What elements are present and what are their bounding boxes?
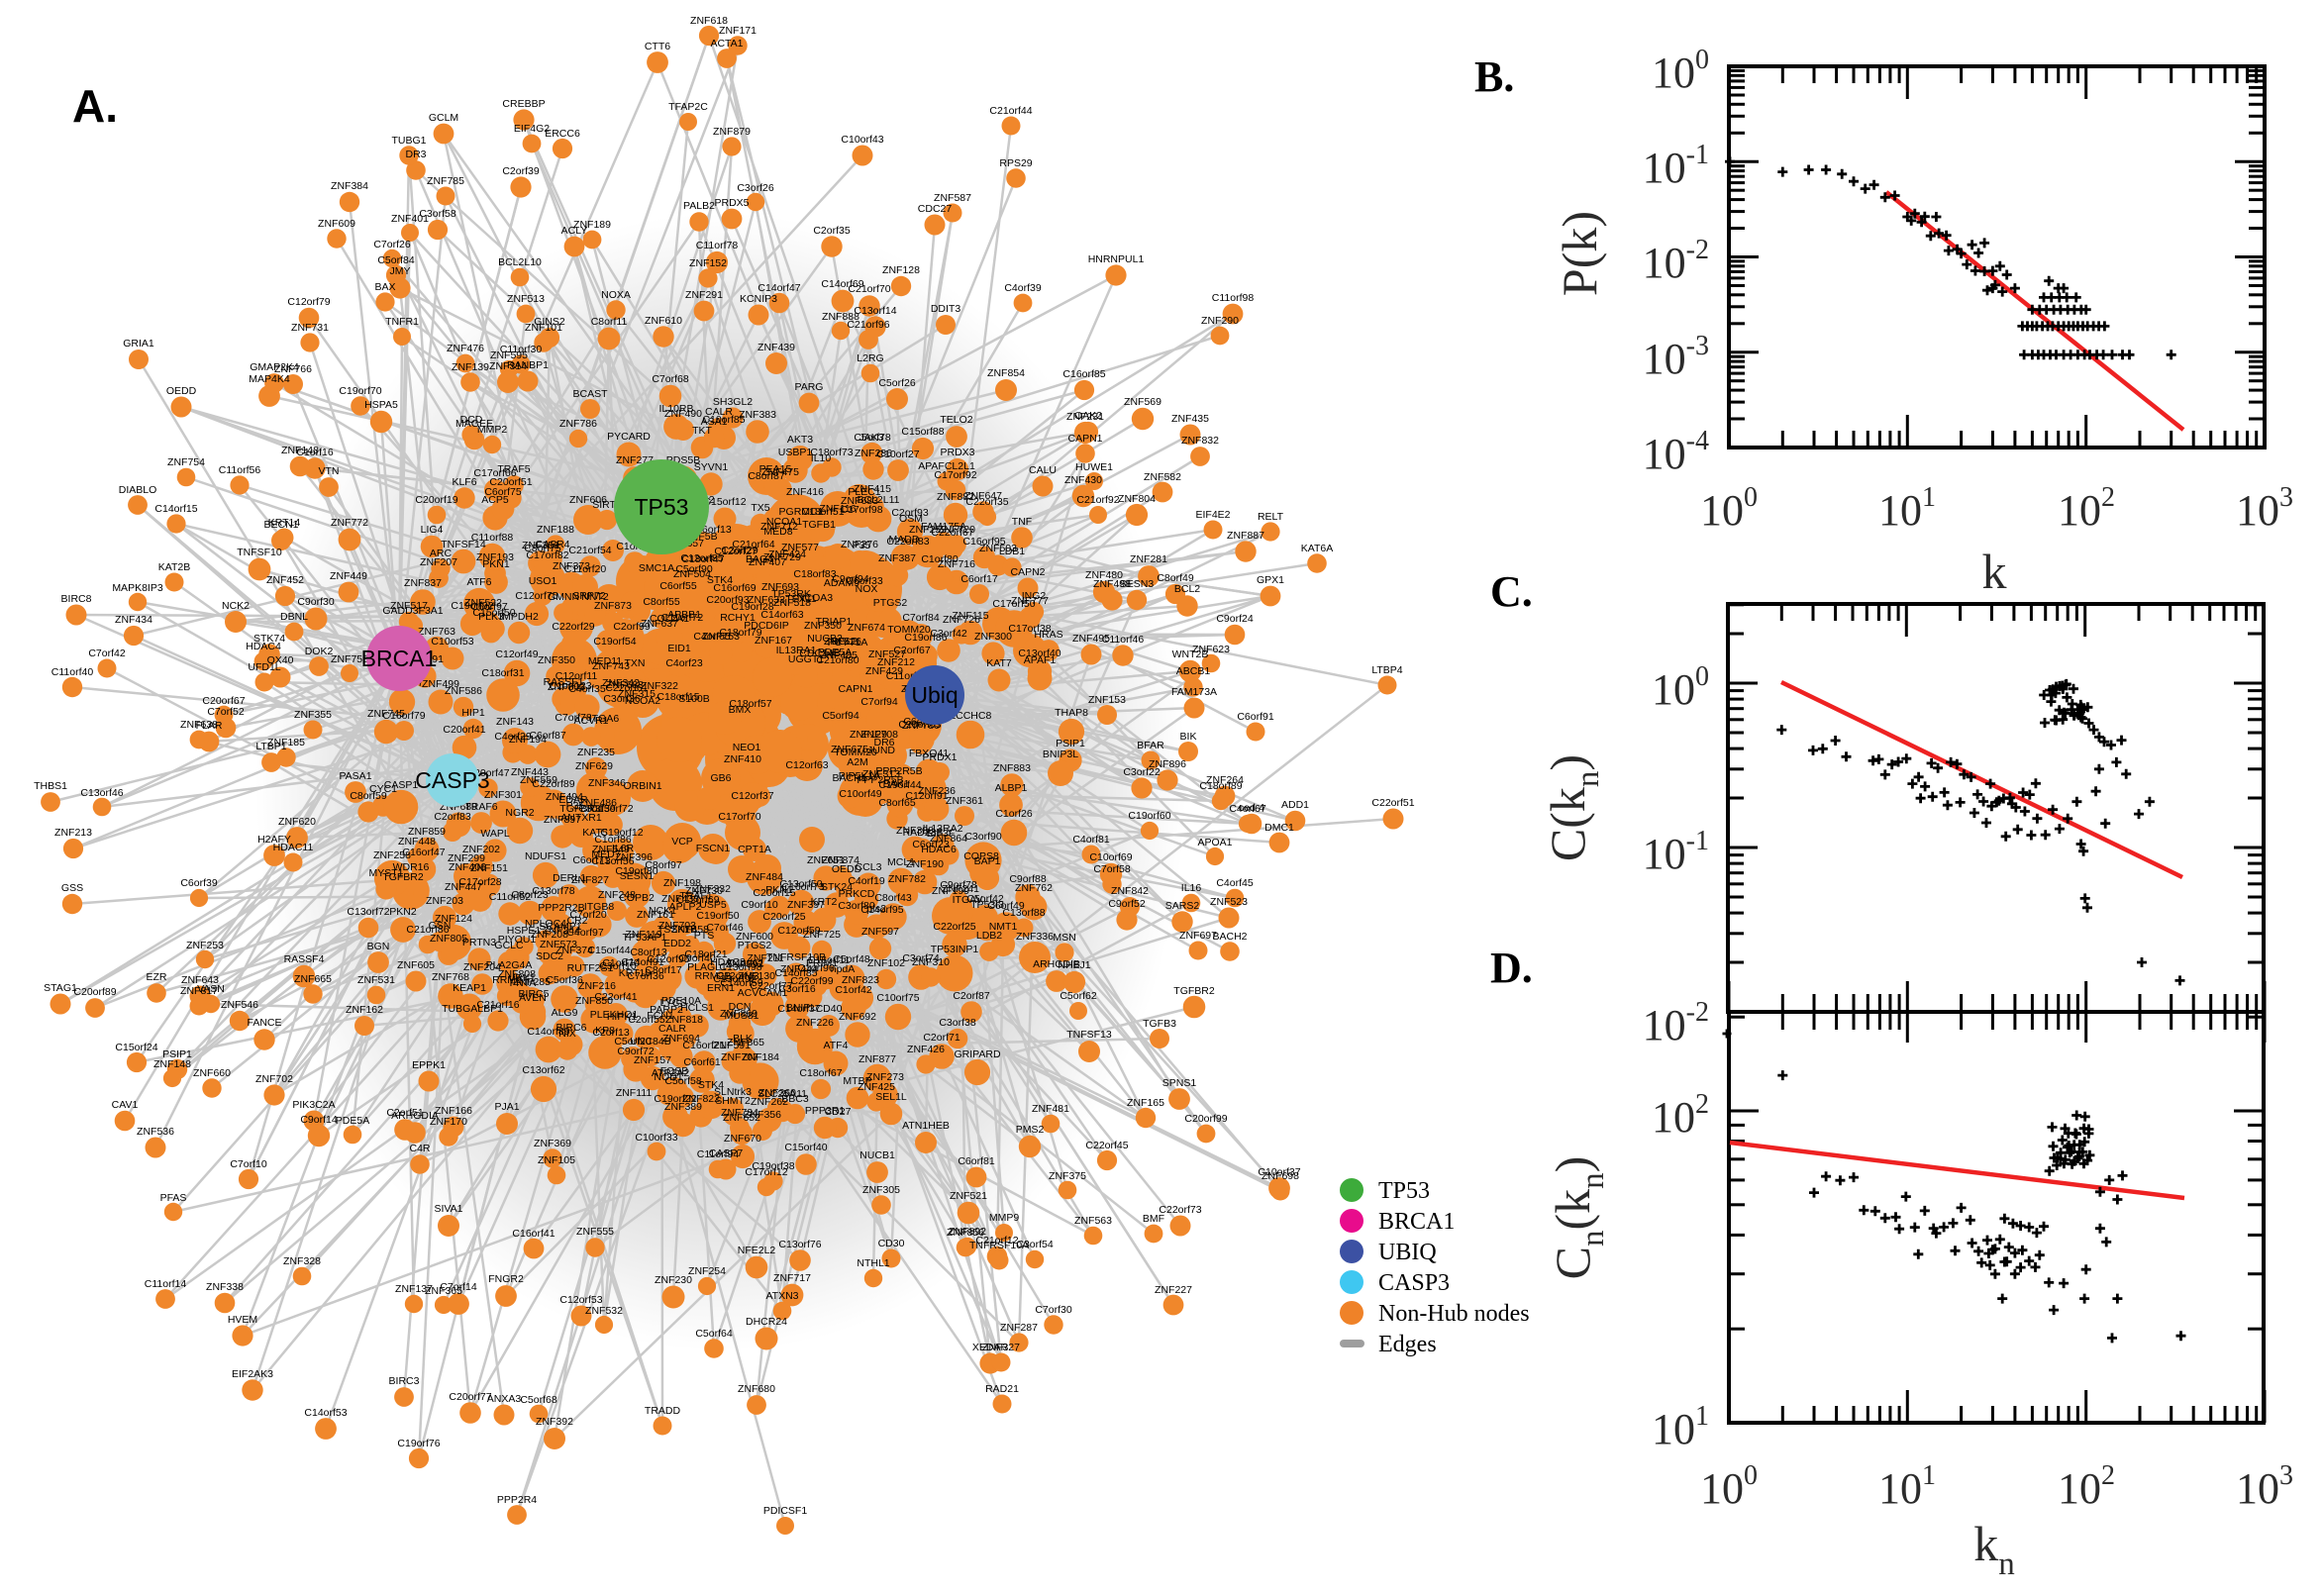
svg-text:103: 103 bbox=[2236, 482, 2293, 535]
svg-text:B.: B. bbox=[1474, 52, 1514, 101]
svg-text:P(k): P(k) bbox=[1552, 211, 1607, 296]
svg-text:100: 100 bbox=[1700, 1460, 1758, 1513]
svg-text:101: 101 bbox=[1878, 482, 1936, 535]
svg-text:C.: C. bbox=[1490, 567, 1533, 616]
svg-text:100: 100 bbox=[1652, 45, 1709, 97]
svg-text:Cn(kn): Cn(kn) bbox=[1545, 1156, 1611, 1280]
svg-text:10-4: 10-4 bbox=[1643, 426, 1709, 478]
svg-text:D.: D. bbox=[1490, 944, 1533, 992]
svg-text:10-3: 10-3 bbox=[1643, 331, 1709, 383]
svg-text:102: 102 bbox=[2058, 1460, 2115, 1513]
svg-text:102: 102 bbox=[2058, 482, 2115, 535]
svg-text:kn: kn bbox=[1973, 1516, 2015, 1582]
svg-text:k: k bbox=[1982, 544, 2007, 599]
svg-text:100: 100 bbox=[1700, 482, 1758, 535]
svg-text:103: 103 bbox=[2236, 1460, 2293, 1513]
svg-text:10-2: 10-2 bbox=[1643, 997, 1709, 1049]
svg-text:102: 102 bbox=[1652, 1089, 1709, 1142]
svg-text:101: 101 bbox=[1652, 1401, 1709, 1453]
svg-text:10-1: 10-1 bbox=[1643, 826, 1709, 878]
svg-text:10-1: 10-1 bbox=[1643, 140, 1709, 192]
svg-text:10-2: 10-2 bbox=[1643, 235, 1709, 287]
svg-text:100: 100 bbox=[1652, 661, 1709, 714]
svg-text:C(kn): C(kn) bbox=[1540, 754, 1606, 861]
svg-text:101: 101 bbox=[1878, 1460, 1936, 1513]
